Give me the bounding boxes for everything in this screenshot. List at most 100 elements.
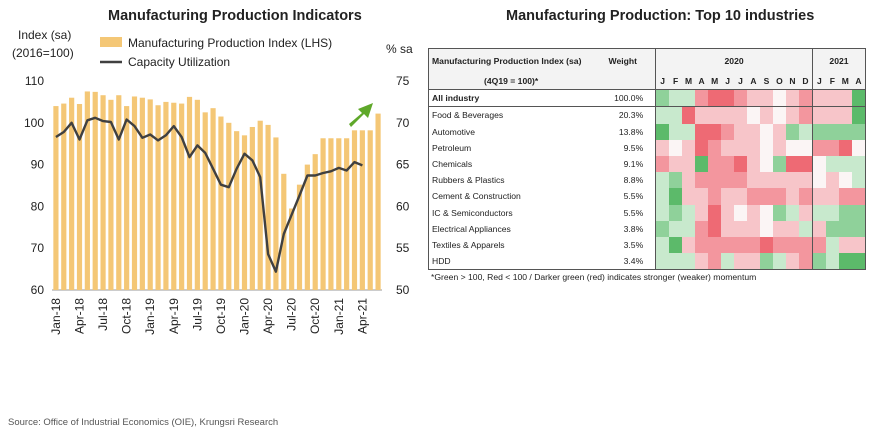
heatmap-cell: [838, 188, 852, 205]
left-axis-label-line2: (2016=100): [12, 46, 74, 60]
bar: [69, 97, 75, 290]
heatmap-cell: [655, 188, 670, 205]
heatmap-cell: [772, 188, 786, 205]
capacity-utilization-line: [55, 116, 363, 273]
y2-tick-label: 75: [396, 74, 410, 88]
y-tick-label: 60: [31, 283, 45, 297]
bar: [186, 96, 193, 290]
y2-tick-label: 55: [396, 241, 410, 255]
heatmap-cell: [721, 156, 735, 173]
heatmap-month-label: N: [785, 73, 799, 91]
heatmap-cell: [759, 106, 773, 124]
heatmap-cell: [811, 156, 826, 173]
heatmap-cell: [655, 156, 670, 173]
left-chart-title: Manufacturing Production Indicators: [108, 8, 362, 24]
heatmap-cell: [721, 237, 735, 254]
heatmap-cell: [669, 123, 683, 140]
heatmap-header-subtitle: (4Q19 = 100)*: [428, 73, 591, 91]
heatmap-cell: [811, 89, 826, 108]
heatmap-month-label: F: [669, 73, 683, 91]
heatmap-cell: [682, 106, 696, 124]
heatmap-cell: [759, 139, 773, 157]
heatmap-row: IC & Semiconductors 5.5%: [429, 204, 866, 221]
industry-weight: 13.8%: [618, 126, 644, 137]
heatmap-cell: [825, 156, 839, 173]
industry-name: Cement & Construction: [432, 191, 521, 202]
heatmap-cell: [695, 204, 709, 221]
industry-name: Petroleum: [432, 142, 472, 153]
right-axis-label: % sa: [386, 42, 413, 56]
heatmap-cell: [682, 188, 696, 205]
y-tick-label: 100: [24, 116, 44, 130]
heatmap-cell: [772, 204, 786, 221]
heatmap-month-label: A: [695, 73, 709, 91]
heatmap-cell: [851, 220, 866, 238]
industry-weight: 3.8%: [623, 223, 644, 234]
heatmap-row: Textiles & Apparels 3.5%: [429, 237, 866, 254]
heatmap-cell: [838, 106, 852, 124]
heatmap-cell: [682, 123, 696, 140]
bar: [147, 99, 153, 290]
heatmap-cell: [708, 123, 722, 140]
heatmap-row: HDD 3.4%: [429, 253, 866, 270]
heatmap-cell: [798, 89, 813, 108]
heatmap-month-label: O: [772, 73, 786, 91]
heatmap-cell: [734, 188, 747, 205]
heatmap-cell: [759, 123, 773, 140]
heatmap-cell: [851, 188, 866, 205]
heatmap-cell: [759, 172, 773, 189]
heatmap-cell: [785, 172, 799, 189]
heatmap-month-label: J: [655, 73, 670, 91]
heatmap-cell: [721, 123, 735, 140]
heatmap-cell: [695, 188, 709, 205]
heatmap-month-label: M: [708, 73, 722, 91]
heatmap-cell: [695, 253, 709, 270]
heatmap-row: All industry 100.0%: [428, 89, 866, 108]
heatmap-cell: [669, 204, 683, 221]
bar: [375, 113, 381, 290]
left-axis-label-line1: Index (sa): [18, 28, 72, 42]
heatmap-cell: [655, 253, 670, 270]
y-tick-label: 90: [31, 158, 45, 172]
heatmap-cell: [825, 188, 839, 205]
heatmap-cell: [682, 172, 696, 189]
heatmap-cell: [734, 237, 747, 254]
heatmap-month-label: J: [721, 73, 735, 91]
x-tick-label: Apr-21: [355, 298, 369, 334]
heatmap-cell: [825, 237, 839, 254]
industry-name: Electrical Appliances: [432, 223, 511, 234]
industry-name: Chemicals: [432, 159, 473, 170]
heatmap-cell: [669, 106, 683, 124]
right-chart-title: Manufacturing Production: Top 10 industr…: [506, 8, 815, 24]
heatmap-year-2020: 2020: [655, 48, 813, 73]
industry-weight: 3.4%: [623, 256, 644, 267]
heatmap-cell: [772, 172, 786, 189]
heatmap-cell: [734, 106, 747, 124]
momentum-arrow-icon: [349, 103, 373, 127]
heatmap-cell: [746, 106, 760, 124]
heatmap-cell: [708, 237, 722, 254]
bar: [108, 99, 114, 290]
bar: [179, 103, 185, 291]
heatmap-cell: [785, 188, 799, 205]
bar: [257, 120, 263, 291]
heatmap-cell: [811, 139, 826, 157]
bar: [202, 112, 208, 290]
bar: [124, 106, 130, 290]
heatmap-cell: [811, 188, 826, 205]
industry-name: Textiles & Apparels: [432, 240, 505, 251]
heatmap-cell: [785, 253, 799, 270]
heatmap-cell: [734, 253, 747, 270]
heatmap-cell: [655, 106, 670, 124]
bar: [194, 99, 200, 290]
industry-weight: 8.8%: [623, 175, 644, 186]
heatmap-cell: [785, 89, 799, 108]
heatmap-cell: [695, 156, 709, 173]
heatmap-cell: [655, 89, 670, 108]
bar: [84, 91, 90, 290]
bar: [61, 103, 67, 291]
industry-name: Rubbers & Plastics: [432, 175, 505, 186]
heatmap-cell: [798, 172, 813, 189]
heatmap-cell: [759, 237, 773, 254]
bar: [226, 122, 232, 290]
